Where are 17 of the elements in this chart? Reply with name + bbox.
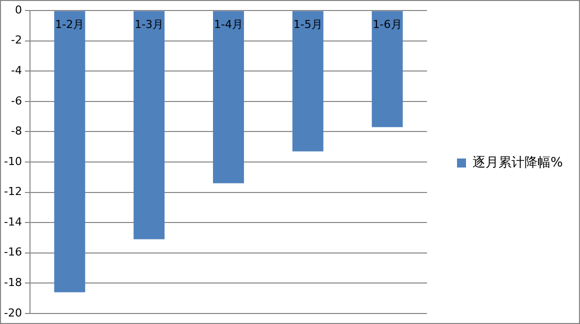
y-tick-label: -20 xyxy=(4,306,22,320)
x-tick-label: 1-2月 xyxy=(55,18,84,31)
y-tick-label: -2 xyxy=(11,34,22,47)
y-tick-label: -4 xyxy=(11,64,22,78)
legend-label: 逐月累计降幅% xyxy=(472,155,563,170)
y-tick-label: -14 xyxy=(4,215,22,228)
y-tick-label: 0 xyxy=(14,3,22,16)
x-tick-label: 1-3月 xyxy=(134,18,164,31)
x-tick-label: 1-6月 xyxy=(372,18,402,31)
y-tick-label: -8 xyxy=(11,124,22,138)
y-tick-label: -18 xyxy=(4,276,22,289)
y-tick-label: -16 xyxy=(4,246,22,259)
y-tick-label: -10 xyxy=(4,154,22,168)
x-tick-label: 1-5月 xyxy=(293,18,322,31)
x-tick-label: 1-4月 xyxy=(214,18,243,31)
y-tick-label: -12 xyxy=(4,185,22,198)
y-tick-label: -6 xyxy=(11,94,22,108)
